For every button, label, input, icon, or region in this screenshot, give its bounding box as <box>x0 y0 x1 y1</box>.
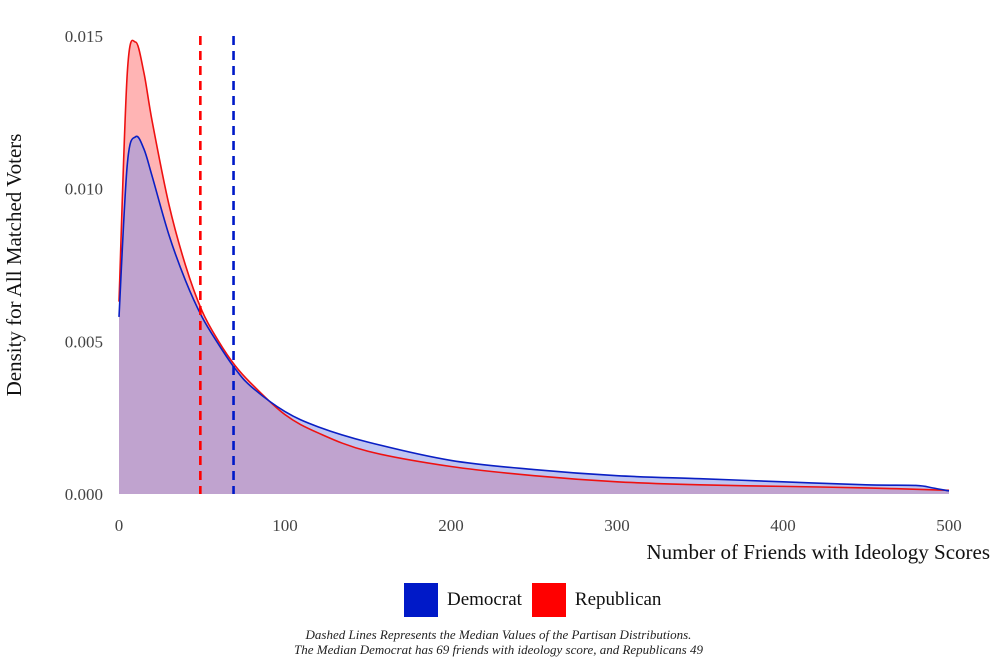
y-tick-label: 0.005 <box>65 332 103 351</box>
x-tick-label: 100 <box>272 516 298 535</box>
x-axis-ticks: 0 100 200 300 400 500 <box>115 516 962 535</box>
y-tick-label: 0.015 <box>65 27 103 46</box>
x-tick-label: 500 <box>936 516 962 535</box>
chart-caption: Dashed Lines Represents the Median Value… <box>0 627 997 657</box>
x-tick-label: 300 <box>604 516 630 535</box>
area-fill-democrat <box>119 136 949 494</box>
legend-label-republican: Republican <box>574 589 662 610</box>
legend-swatch-republican <box>531 583 566 617</box>
density-line-democrat <box>118 135 950 492</box>
caption-line-2: The Median Democrat has 69 friends with … <box>294 642 703 657</box>
x-axis-title: Number of Friends with Ideology Scores <box>646 540 990 564</box>
y-axis-ticks: 0.000 0.005 0.010 0.015 <box>65 27 103 504</box>
legend-label-democrat: Democrat <box>447 589 522 610</box>
density-areas <box>118 39 950 494</box>
legend-swatch-democrat <box>404 583 438 617</box>
caption-line-1: Dashed Lines Represents the Median Value… <box>305 627 692 642</box>
legend-item-democrat: Democrat <box>404 583 522 617</box>
legend: Democrat Republican <box>404 583 671 617</box>
x-tick-label: 0 <box>115 516 124 535</box>
x-tick-label: 200 <box>438 516 464 535</box>
legend-item-republican: Republican <box>531 583 662 617</box>
median-lines <box>199 36 235 494</box>
y-tick-label: 0.010 <box>65 180 103 199</box>
y-axis-title: Density for All Matched Voters <box>2 134 26 397</box>
y-tick-label: 0.000 <box>65 485 103 504</box>
x-tick-label: 400 <box>770 516 796 535</box>
density-line-republican <box>118 39 950 492</box>
